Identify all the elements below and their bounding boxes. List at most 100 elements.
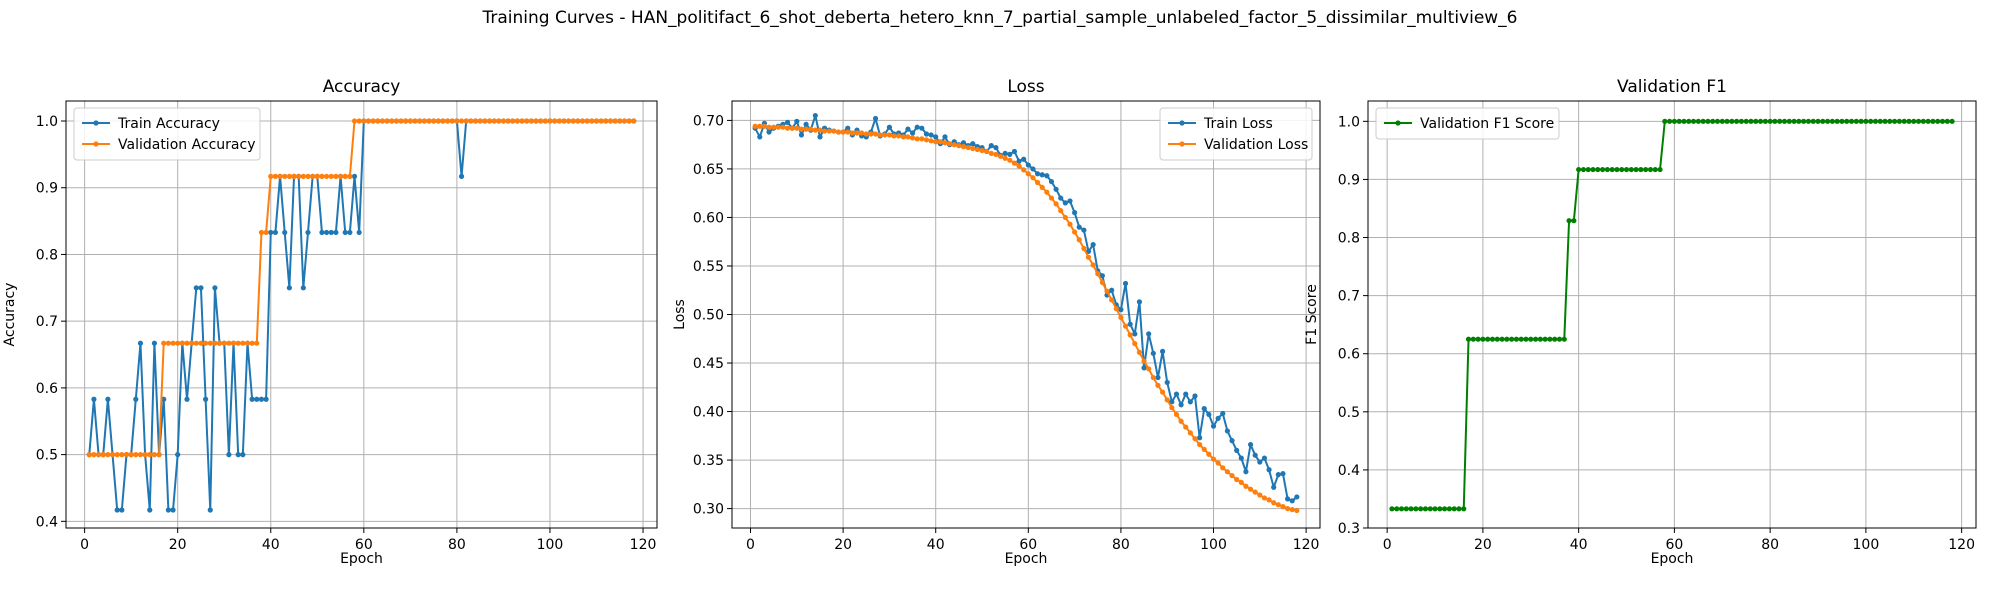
y-tick-label: 0.4 bbox=[36, 514, 58, 530]
data-point bbox=[510, 118, 516, 124]
data-point bbox=[909, 130, 916, 136]
data-point bbox=[384, 118, 390, 124]
data-point bbox=[1623, 166, 1630, 173]
data-point bbox=[1547, 336, 1553, 342]
data-point bbox=[1681, 118, 1687, 124]
data-point bbox=[393, 118, 400, 124]
data-point bbox=[617, 118, 623, 124]
data-point bbox=[1911, 118, 1917, 124]
data-point bbox=[235, 340, 241, 346]
data-point bbox=[603, 118, 609, 124]
data-point bbox=[226, 452, 232, 458]
data-point bbox=[170, 340, 176, 346]
x-tick-label: 120 bbox=[1948, 537, 1975, 553]
data-point bbox=[808, 126, 814, 132]
data-point bbox=[468, 118, 474, 124]
data-point bbox=[1887, 118, 1893, 124]
data-point bbox=[486, 118, 493, 124]
data-point bbox=[1136, 349, 1143, 355]
data-point bbox=[300, 285, 306, 291]
data-point bbox=[370, 118, 376, 124]
data-point bbox=[1614, 166, 1620, 173]
y-tick-label: 0.35 bbox=[693, 453, 724, 469]
data-point bbox=[1011, 160, 1018, 166]
data-point bbox=[389, 118, 395, 124]
data-point bbox=[1090, 262, 1096, 268]
data-point bbox=[817, 127, 823, 133]
x-tick-label: 0 bbox=[746, 537, 755, 553]
data-point bbox=[1030, 166, 1036, 172]
data-point bbox=[449, 118, 455, 124]
data-point bbox=[1523, 336, 1529, 342]
data-point bbox=[482, 118, 488, 124]
data-point bbox=[1016, 163, 1022, 169]
data-point bbox=[1294, 494, 1300, 500]
data-point bbox=[1266, 497, 1272, 503]
x-tick-label: 40 bbox=[262, 537, 280, 553]
data-point bbox=[1021, 156, 1027, 162]
legend: Validation F1 Score bbox=[1375, 107, 1560, 140]
data-point bbox=[956, 143, 962, 149]
data-point bbox=[1729, 118, 1735, 124]
data-point bbox=[775, 124, 781, 130]
data-point bbox=[612, 118, 618, 124]
data-point bbox=[1127, 332, 1133, 338]
data-point bbox=[877, 132, 883, 138]
data-point bbox=[147, 452, 153, 458]
data-point bbox=[1016, 158, 1022, 164]
data-point bbox=[263, 229, 269, 236]
data-point bbox=[323, 229, 330, 236]
data-point bbox=[1076, 224, 1082, 230]
data-point bbox=[1552, 336, 1558, 342]
data-point bbox=[1571, 218, 1577, 224]
x-tick-label: 20 bbox=[834, 537, 852, 553]
data-point bbox=[244, 340, 251, 346]
data-point bbox=[114, 507, 120, 513]
data-point bbox=[458, 173, 465, 179]
data-point bbox=[268, 173, 274, 179]
y-tick-label: 0.40 bbox=[693, 405, 724, 421]
data-point bbox=[556, 118, 562, 124]
data-point bbox=[1690, 118, 1697, 124]
data-point bbox=[193, 340, 199, 346]
data-point bbox=[1238, 455, 1244, 461]
data-point bbox=[1480, 336, 1486, 342]
data-point bbox=[137, 452, 144, 458]
data-point bbox=[570, 118, 576, 124]
data-point bbox=[1398, 506, 1405, 512]
data-point bbox=[1451, 506, 1457, 512]
data-point bbox=[1081, 227, 1087, 233]
data-point bbox=[1095, 271, 1101, 277]
data-point bbox=[86, 452, 92, 458]
data-point bbox=[798, 132, 805, 138]
data-point bbox=[175, 340, 181, 346]
data-point bbox=[319, 229, 325, 236]
data-point bbox=[175, 452, 181, 458]
y-tick-label: 0.6 bbox=[1338, 347, 1360, 363]
data-point bbox=[514, 118, 520, 124]
data-point bbox=[840, 129, 846, 135]
data-point bbox=[1007, 151, 1013, 157]
data-point bbox=[607, 118, 614, 124]
data-point bbox=[1099, 273, 1105, 279]
data-point bbox=[1676, 118, 1682, 124]
legend: Train Loss Validation Loss bbox=[1159, 107, 1313, 161]
data-point bbox=[784, 119, 791, 125]
legend-box bbox=[73, 107, 261, 161]
data-point bbox=[626, 118, 632, 124]
data-point bbox=[794, 125, 800, 131]
data-point bbox=[1090, 242, 1096, 248]
data-point bbox=[752, 123, 758, 129]
x-axis-label: Epoch bbox=[1005, 551, 1048, 567]
data-point bbox=[988, 143, 994, 149]
data-point bbox=[1192, 393, 1198, 399]
data-point bbox=[342, 173, 348, 179]
data-point bbox=[1576, 166, 1582, 173]
data-point bbox=[1465, 336, 1472, 342]
data-point bbox=[1159, 389, 1166, 395]
y-axis-label: Accuracy bbox=[2, 283, 18, 347]
data-point bbox=[579, 118, 586, 124]
data-point bbox=[1169, 405, 1175, 411]
data-point bbox=[119, 452, 125, 458]
data-point bbox=[1781, 118, 1788, 124]
